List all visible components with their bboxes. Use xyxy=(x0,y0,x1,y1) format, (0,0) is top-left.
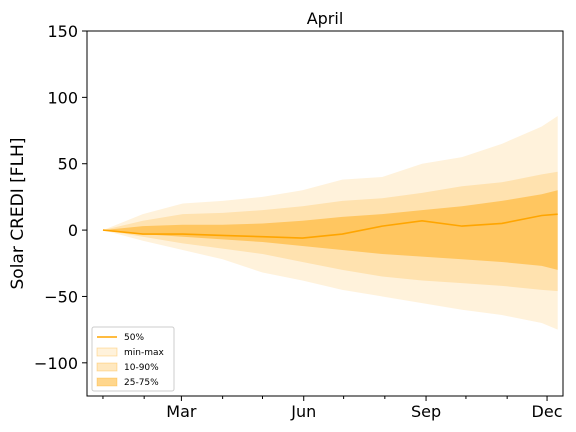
y-tick-label: −50 xyxy=(44,287,78,306)
bands-group xyxy=(102,115,558,330)
legend-swatch xyxy=(96,347,118,357)
legend-label: min-max xyxy=(124,348,165,358)
band-25-75 xyxy=(102,190,558,270)
legend-swatch xyxy=(96,377,118,387)
y-tick-label: −100 xyxy=(34,354,78,373)
median-line xyxy=(102,213,558,239)
x-tick-label: Sep xyxy=(411,402,441,421)
x-tick-label: Dec xyxy=(532,402,563,421)
x-axis: Mar Jun Sep Dec xyxy=(102,396,563,421)
band-10-90 xyxy=(102,171,558,292)
legend-label: 10-90% xyxy=(124,363,159,373)
legend-label: 50% xyxy=(124,333,144,343)
x-tick-label: Jun xyxy=(290,402,316,421)
band-min-max xyxy=(102,115,558,330)
y-axis-title: Solar CREDI [FLH] xyxy=(8,138,28,290)
y-tick-label: 50 xyxy=(58,155,78,174)
y-tick-label: 150 xyxy=(47,22,78,41)
plot-frame xyxy=(86,30,564,397)
legend-label: 25-75% xyxy=(124,378,159,388)
legend-frame xyxy=(91,326,175,392)
legend: 50% min-max 10-90% 25-75% xyxy=(91,326,175,392)
y-axis: −100 −50 0 50 100 150 xyxy=(34,22,87,373)
y-tick-label: 100 xyxy=(47,88,78,107)
median-line-group xyxy=(102,213,558,239)
x-tick-label: Mar xyxy=(166,402,197,421)
legend-swatch xyxy=(96,362,118,372)
y-tick-label: 0 xyxy=(68,221,78,240)
chart-title: April xyxy=(307,9,344,28)
